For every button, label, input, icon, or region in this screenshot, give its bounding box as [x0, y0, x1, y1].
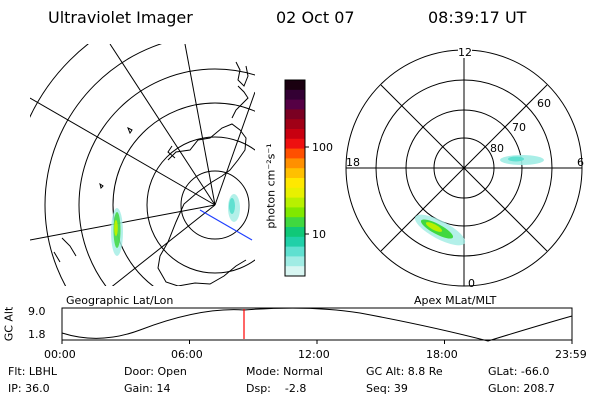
instrument-title: Ultraviolet Imager: [48, 8, 193, 27]
colorbar-cell: [285, 256, 305, 267]
mlat-label-80: 80: [490, 142, 504, 155]
mlt-label-12: 12: [458, 46, 472, 59]
timeline-axis-title: GC Alt: [2, 306, 16, 342]
color-bar: [284, 79, 309, 277]
sequence-label: Seq: 39: [366, 382, 408, 395]
timeline-xtick-1200: 12:00: [298, 348, 330, 361]
door-label: Door: Open: [124, 365, 187, 378]
timeline-xtick-0000: 00:00: [44, 348, 76, 361]
colorbar-cell: [285, 109, 305, 120]
observation-time: 08:39:17 UT: [428, 8, 527, 27]
altitude-timeline: [61, 307, 573, 344]
timeline-xtick-1800: 18:00: [426, 348, 458, 361]
colorbar-cell: [285, 158, 305, 169]
colorbar-cell: [285, 138, 305, 150]
colorbar-cell: [285, 129, 305, 140]
mlt-label-6: 6: [577, 156, 584, 169]
mlt-label-0: 0: [468, 277, 475, 290]
colorbar-cell: [285, 148, 305, 159]
timeline-ytick-9: 9.0: [28, 305, 46, 318]
colorbar-cell: [285, 217, 305, 228]
observation-date: 02 Oct 07: [276, 8, 355, 27]
aurora-emission-right: [414, 155, 544, 246]
colorbar-cell: [285, 266, 305, 277]
glat-label: GLat: -66.0: [488, 365, 550, 378]
colorbar-cell: [285, 168, 305, 179]
timeline-ytick-1.8: 1.8: [28, 328, 46, 341]
altitude-curve: [61, 307, 573, 342]
colorbar-cell: [285, 236, 305, 248]
colorbar-cell: [285, 178, 305, 189]
colorbar-cell: [285, 99, 305, 110]
geographic-map: [30, 44, 255, 286]
mlt-label-18: 18: [346, 156, 360, 169]
filter-label: Flt: LBHL: [8, 365, 57, 378]
colorbar-unit-label: photon cm⁻²s⁻¹: [264, 143, 278, 229]
apex-caption: Apex MLat/MLT: [414, 294, 497, 307]
timeline-xtick-2359: 23:59: [555, 348, 587, 361]
dsp-label: Dsp: -2.8: [246, 382, 307, 395]
mlat-label-70: 70: [512, 121, 526, 134]
colorbar-cell: [285, 207, 305, 218]
colorbar-cell: [285, 227, 305, 238]
mlat-label-60: 60: [537, 97, 551, 110]
colorbar-tick-100: 100: [312, 141, 333, 154]
timeline-xtick-0600: 06:00: [171, 348, 203, 361]
colorbar-tick-10: 10: [312, 228, 326, 241]
geographic-caption: Geographic Lat/Lon: [66, 294, 174, 307]
colorbar-cell: [285, 187, 305, 199]
mode-label: Mode: Normal: [246, 365, 323, 378]
colorbar-cell: [285, 119, 305, 130]
aurora-emission-left: [111, 194, 240, 256]
gc-altitude-label: GC Alt: 8.8 Re: [366, 365, 443, 378]
colorbar-cell: [285, 80, 305, 91]
glon-label: GLon: 208.7: [488, 382, 555, 395]
colorbar-cell: [285, 89, 305, 101]
colorbar-cell: [285, 246, 305, 257]
gain-label: Gain: 14: [124, 382, 171, 395]
apex-polar-map: [345, 49, 583, 287]
colorbar-cell: [285, 197, 305, 208]
ip-label: IP: 36.0: [8, 382, 50, 395]
